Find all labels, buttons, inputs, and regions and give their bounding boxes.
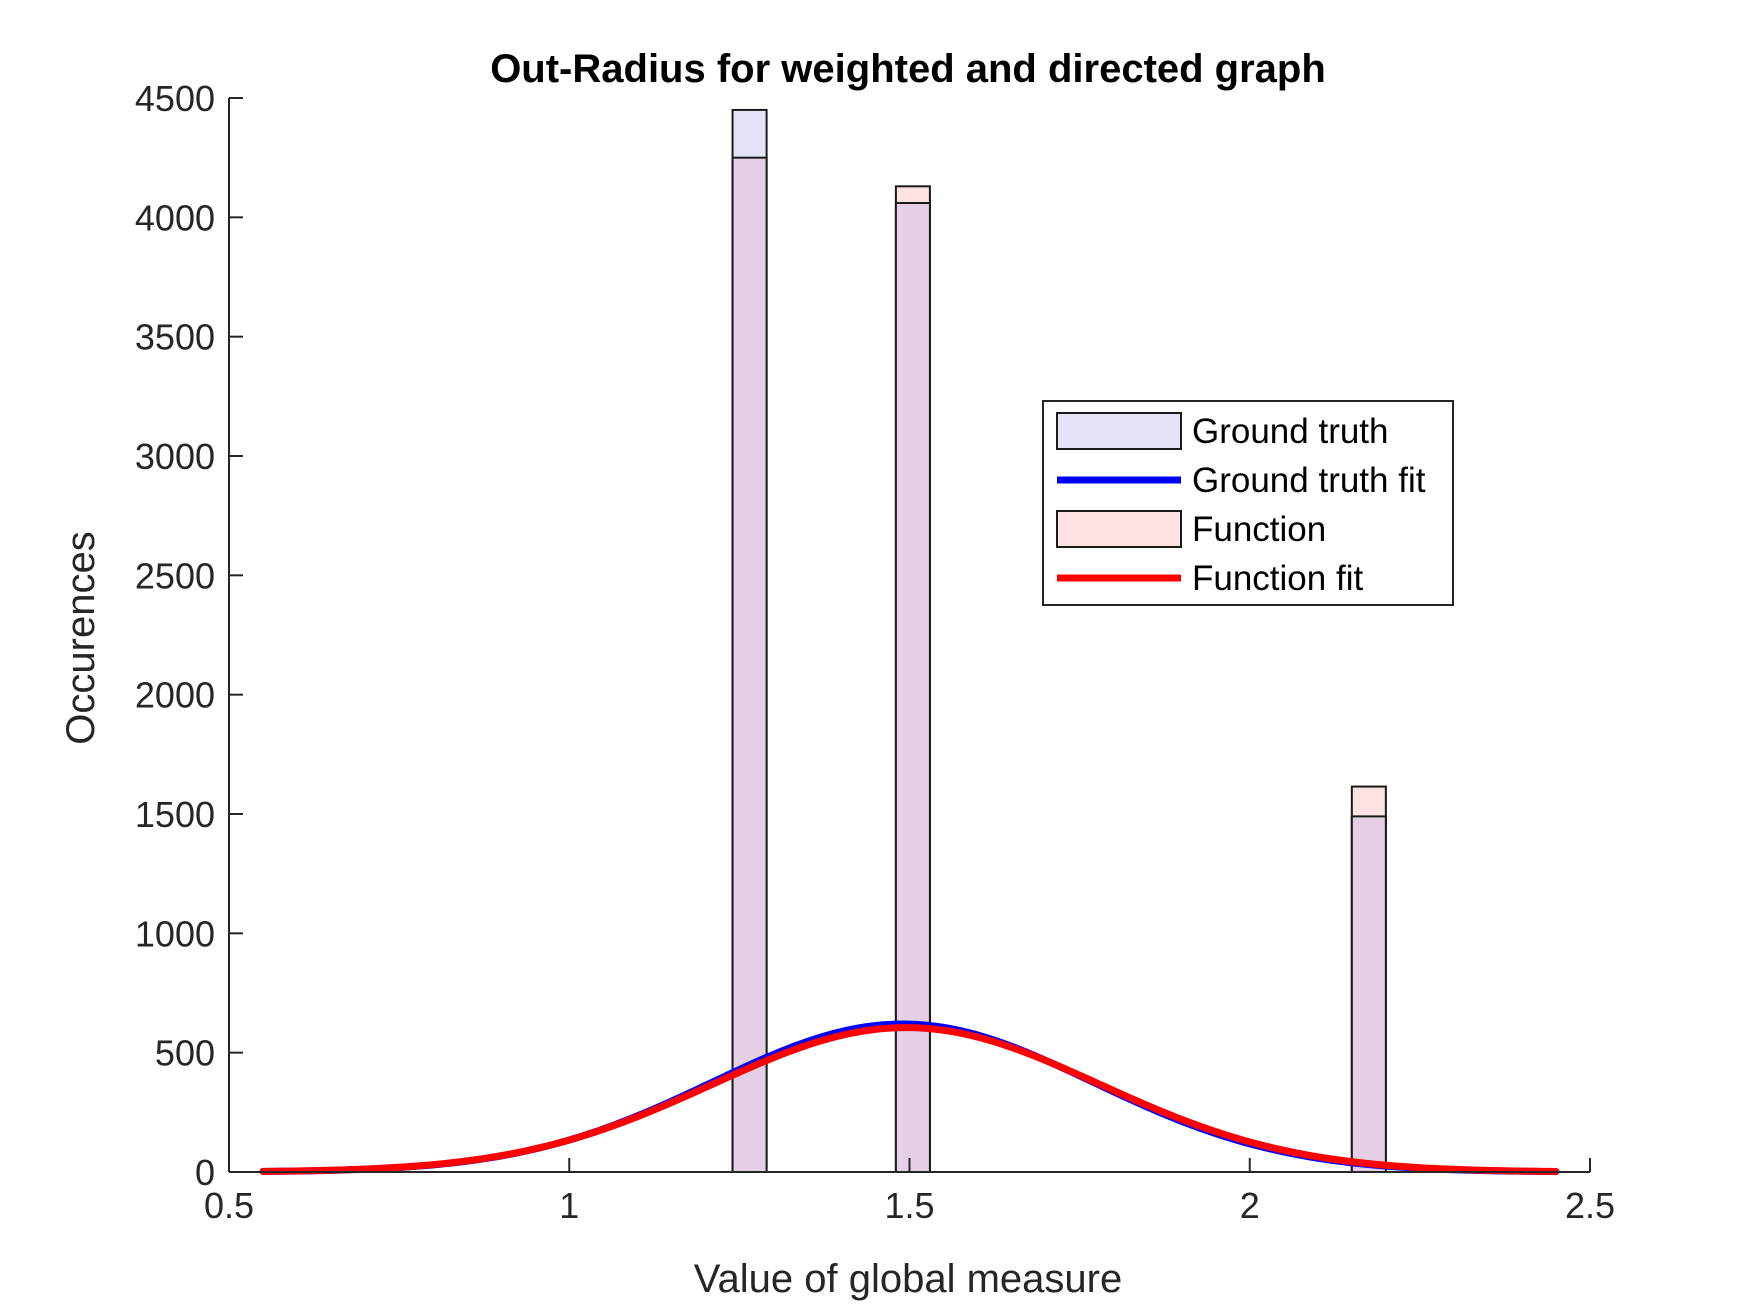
x-tick-label: 2.5 <box>1565 1185 1615 1226</box>
x-tick-label: 0.5 <box>204 1185 254 1226</box>
legend-label: Ground truth fit <box>1192 461 1426 500</box>
y-tick-label: 500 <box>155 1033 215 1074</box>
legend-ground-truth-swatch <box>1056 412 1182 450</box>
histogram-bars <box>731 108 1387 1174</box>
x-tick-label: 2 <box>1240 1185 1260 1226</box>
function-fit-line <box>259 1024 1560 1175</box>
legend-label: Function fit <box>1192 559 1363 598</box>
ground-truth-bar <box>894 202 931 1174</box>
legend-label: Function <box>1192 510 1326 549</box>
ground-truth-bar <box>1350 815 1387 1173</box>
axes: 0.5 1 1.5 2 2.5 0 500 1000 1500 2000 2500 3000 3500 4… <box>135 78 1615 1226</box>
y-tick-label: 1000 <box>135 913 215 954</box>
legend-function-swatch <box>1056 510 1182 548</box>
legend: Ground truth Ground truth fit Function Func… <box>1042 400 1454 606</box>
y-tick-label: 1500 <box>135 794 215 835</box>
y-tick-label: 3000 <box>135 436 215 477</box>
plot-area: 0.5 1 1.5 2 2.5 0 500 1000 1500 2000 2500 3000 3500 4… <box>135 78 1615 1226</box>
y-tick-label: 4000 <box>135 197 215 238</box>
y-tick-label: 3500 <box>135 317 215 358</box>
y-axis-label: Occurences <box>59 531 103 744</box>
y-tick-label: 4500 <box>135 78 215 119</box>
y-tick-label: 2000 <box>135 675 215 716</box>
y-tick-label: 0 <box>195 1152 215 1193</box>
y-tick-label: 2500 <box>135 555 215 596</box>
legend-label: Ground truth <box>1192 412 1389 451</box>
chart-title: Out-Radius for weighted and directed gra… <box>490 47 1326 91</box>
fit-curves <box>259 1020 1560 1176</box>
x-tick-label: 1.5 <box>884 1185 934 1226</box>
x-tick-label: 1 <box>559 1185 579 1226</box>
x-axis-label: Value of global measure <box>694 1257 1122 1301</box>
function-bar <box>731 156 768 1173</box>
